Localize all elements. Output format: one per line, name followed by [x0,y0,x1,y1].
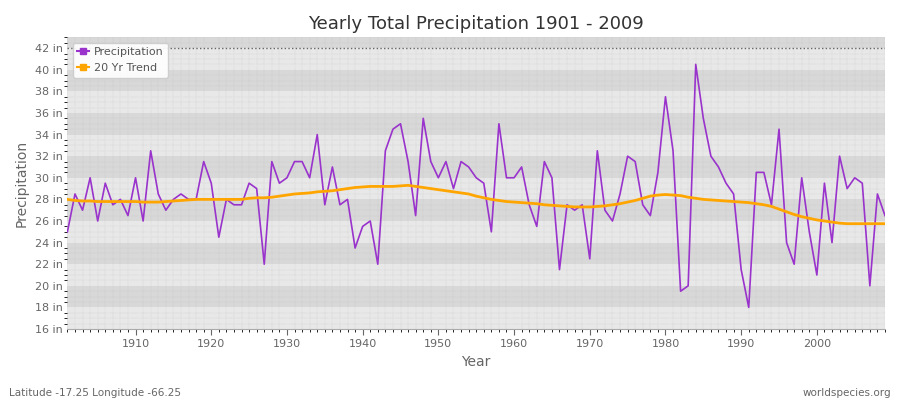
Precipitation [62,229,73,234]
20 Yr Trend [402,183,413,188]
Precipitation [501,175,512,180]
20 Yr Trend [508,200,519,204]
Bar [68,178,885,199]
Text: Latitude -17.25 Longitude -66.25: Latitude -17.25 Longitude -66.25 [9,388,181,398]
Title: Yearly Total Precipitation 1901 - 2009: Yearly Total Precipitation 1901 - 2009 [309,15,644,33]
Y-axis label: Precipitation: Precipitation [15,140,29,227]
Precipitation [508,175,519,180]
20 Yr Trend [335,187,346,192]
Bar [68,242,885,264]
Precipitation [743,305,754,310]
20 Yr Trend [289,192,300,196]
Bar [68,308,885,329]
Precipitation [335,202,346,207]
20 Yr Trend [879,221,890,226]
Precipitation [599,208,610,212]
20 Yr Trend [122,199,133,204]
Legend: Precipitation, 20 Yr Trend: Precipitation, 20 Yr Trend [73,43,168,78]
Bar [68,264,885,286]
20 Yr Trend [608,202,618,207]
Bar [68,199,885,221]
Line: 20 Yr Trend: 20 Yr Trend [68,185,885,224]
Bar [68,91,885,113]
X-axis label: Year: Year [462,355,490,369]
Bar [68,26,885,48]
Precipitation [289,159,300,164]
20 Yr Trend [62,197,73,202]
20 Yr Trend [517,200,527,205]
Precipitation [122,213,133,218]
Line: Precipitation: Precipitation [68,64,885,308]
Bar [68,286,885,308]
Bar [68,156,885,178]
Precipitation [690,62,701,67]
Bar [68,48,885,70]
Bar [68,113,885,134]
Bar [68,221,885,242]
Bar [68,134,885,156]
Precipitation [879,213,890,218]
20 Yr Trend [842,221,852,226]
Bar [68,70,885,91]
Text: worldspecies.org: worldspecies.org [803,388,891,398]
